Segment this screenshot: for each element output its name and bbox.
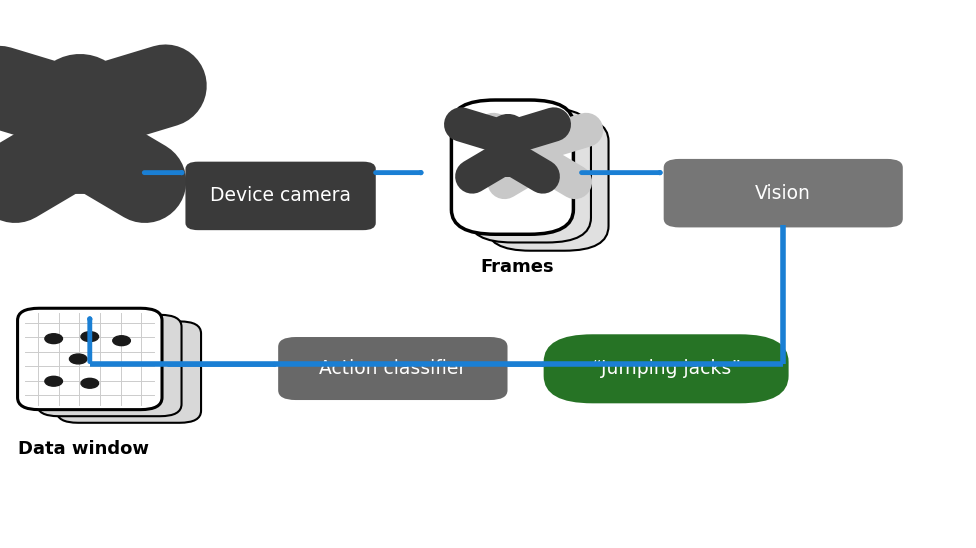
- Circle shape: [500, 125, 515, 134]
- Circle shape: [532, 131, 548, 140]
- Text: Vision: Vision: [755, 184, 811, 203]
- FancyBboxPatch shape: [487, 117, 609, 251]
- FancyBboxPatch shape: [185, 162, 376, 230]
- Circle shape: [113, 336, 131, 346]
- Text: Action classifier: Action classifier: [319, 359, 467, 378]
- Circle shape: [65, 87, 95, 104]
- Text: Frames: Frames: [480, 258, 554, 276]
- Circle shape: [81, 378, 99, 388]
- FancyBboxPatch shape: [57, 321, 201, 423]
- Text: “Jumping jacks”: “Jumping jacks”: [591, 359, 741, 378]
- FancyBboxPatch shape: [37, 315, 182, 416]
- FancyBboxPatch shape: [469, 109, 591, 242]
- Text: Data window: Data window: [18, 440, 148, 458]
- FancyBboxPatch shape: [664, 159, 903, 227]
- Text: Device camera: Device camera: [210, 186, 351, 206]
- Circle shape: [81, 332, 99, 341]
- Circle shape: [45, 334, 62, 344]
- FancyBboxPatch shape: [18, 308, 162, 410]
- FancyBboxPatch shape: [544, 334, 789, 403]
- FancyBboxPatch shape: [452, 100, 574, 235]
- Circle shape: [69, 354, 87, 364]
- FancyBboxPatch shape: [278, 337, 508, 400]
- Circle shape: [45, 376, 62, 386]
